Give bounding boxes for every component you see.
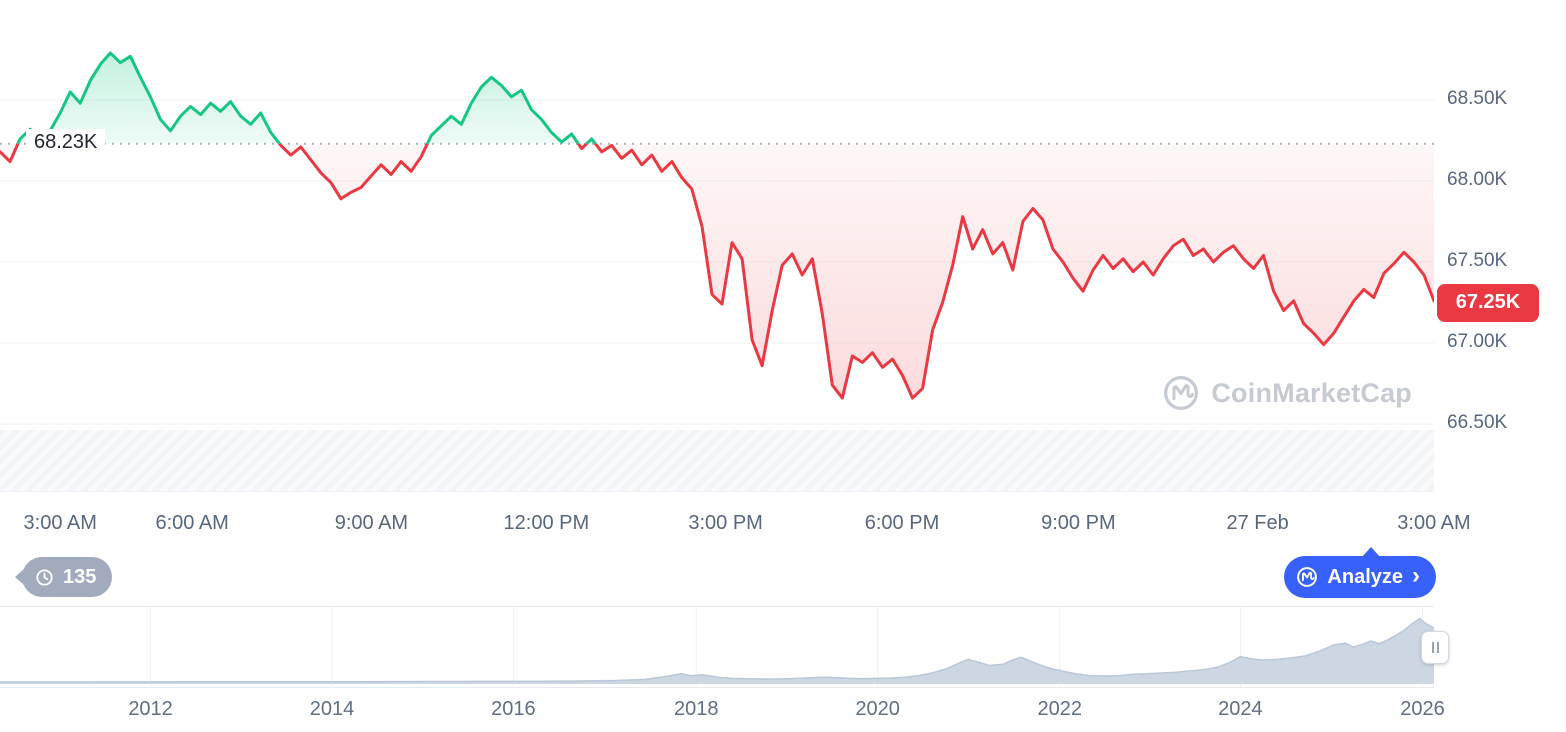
navigator-year-label: 2026 <box>1400 698 1445 720</box>
current-price-badge: 67.25K <box>1437 283 1539 322</box>
coinmarketcap-logo-icon <box>1164 375 1199 411</box>
x-axis: 3:00 AM 6:00 AM 9:00 AM 12:00 PM 3:00 PM 6:00… <box>0 500 1471 552</box>
main-chart-area[interactable]: 68.23K CoinMarketCap <box>0 0 1434 500</box>
range-navigator[interactable] <box>0 606 1449 688</box>
x-axis-label: 3:00 PM <box>688 512 763 534</box>
chart-bottom-divider <box>0 491 1434 492</box>
y-axis-label: 68.50K <box>1447 88 1508 109</box>
x-axis-label: 3:00 AM <box>1397 512 1471 534</box>
price-line-chart[interactable] <box>0 0 1434 500</box>
navigator-year-label: 2018 <box>673 698 719 720</box>
navigator-year-label: 2016 <box>491 698 536 720</box>
price-area-up <box>0 53 1434 144</box>
navigator-axis: 2012 2014 2016 2018 2020 2022 2024 2026 <box>0 690 1444 730</box>
navigator-chart[interactable] <box>0 607 1434 687</box>
price-line-up <box>16 51 598 144</box>
navigator-year-label: 2022 <box>1037 698 1082 720</box>
price-line-down <box>0 143 1434 400</box>
x-axis-label: 9:00 PM <box>1041 512 1116 534</box>
analyze-button[interactable]: Analyze › <box>1284 547 1436 598</box>
navigator-year-label: 2014 <box>309 698 355 720</box>
navigator-line <box>0 617 1434 683</box>
analyze-label: Analyze <box>1327 565 1403 588</box>
history-count-badge[interactable]: 135 <box>22 557 113 597</box>
x-axis-label: 6:00 AM <box>155 512 229 534</box>
watermark-text: CoinMarketCap <box>1211 377 1412 408</box>
x-axis-label: 9:00 AM <box>334 512 409 534</box>
navigator-year-label: 2012 <box>128 698 173 720</box>
chevron-right-icon: › <box>1412 562 1420 589</box>
navigator-area <box>0 618 1434 684</box>
y-axis-label: 67.50K <box>1447 250 1508 271</box>
y-axis-label: 68.00K <box>1447 169 1508 190</box>
history-count: 135 <box>63 565 97 588</box>
coinmarketcap-badge-icon <box>1297 567 1318 587</box>
baseline-price-label: 68.23K <box>26 128 106 156</box>
chart-controls-row: 135 Analyze › <box>0 547 1566 606</box>
x-axis-label: 6:00 PM <box>864 512 940 534</box>
navigator-year-label: 2024 <box>1218 698 1263 720</box>
y-axis: 67.25K 68.50K 68.00K 67.50K 67.00K 66.50K <box>1434 0 1566 500</box>
y-axis-label: 66.50K <box>1447 412 1508 433</box>
history-clock-icon <box>36 568 53 586</box>
x-axis-label: 3:00 AM <box>23 512 97 534</box>
x-axis-label: 12:00 PM <box>503 512 590 534</box>
price-area-down <box>0 143 1434 399</box>
navigator-year-label: 2020 <box>855 698 900 720</box>
volume-placeholder-band <box>0 430 1434 491</box>
watermark: CoinMarketCap <box>1162 374 1412 412</box>
x-axis-label: 27 Feb <box>1226 512 1289 534</box>
y-axis-label: 67.00K <box>1447 331 1508 352</box>
navigator-drag-handle[interactable] <box>1421 631 1449 664</box>
